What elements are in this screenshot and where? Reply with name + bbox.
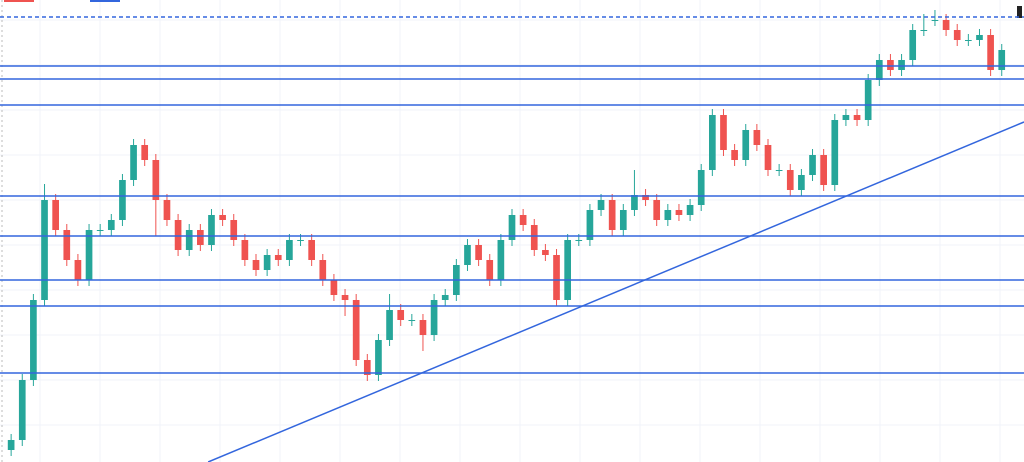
candle-body: [152, 160, 160, 200]
candle-body: [185, 230, 193, 250]
candle-body: [341, 295, 349, 300]
candle-body: [976, 35, 983, 40]
candle-body: [197, 230, 204, 245]
candle-body: [430, 300, 438, 335]
candle-body: [497, 240, 505, 280]
candle-body: [931, 20, 939, 21]
candle-body: [386, 310, 393, 340]
candle-body: [575, 240, 583, 241]
candle-body: [375, 340, 382, 375]
candle-body: [508, 215, 516, 240]
candle-body: [731, 150, 738, 160]
candle-body: [252, 260, 260, 270]
legend-chip: [90, 0, 120, 2]
candle-body: [920, 30, 928, 31]
candle-body: [530, 225, 538, 250]
candle-body: [397, 310, 405, 320]
candle-body: [864, 80, 872, 120]
candle-body: [319, 260, 327, 280]
candle-body: [753, 130, 761, 145]
candle-body: [965, 40, 972, 41]
candle-body: [486, 260, 494, 280]
candle-body: [419, 320, 427, 335]
candle-body: [942, 20, 950, 30]
candle-body: [697, 170, 705, 205]
candle-body: [363, 360, 371, 375]
candle-body: [63, 230, 71, 260]
candle-body: [130, 145, 137, 180]
candle-body: [163, 200, 171, 220]
candle-body: [553, 255, 560, 300]
candle-body: [7, 440, 15, 450]
candle-body: [898, 60, 905, 70]
candle-body: [597, 200, 605, 210]
candle-body: [653, 200, 661, 220]
candle-body: [85, 230, 93, 280]
candle-body: [208, 215, 215, 245]
candle-body: [887, 60, 894, 70]
candle-body: [119, 180, 126, 220]
candle-body: [52, 200, 59, 230]
candle-body: [330, 280, 338, 295]
candle-body: [608, 200, 616, 230]
candle-body: [809, 155, 816, 175]
candle-body: [775, 170, 783, 171]
candle-body: [709, 115, 716, 170]
candle-body: [686, 205, 694, 215]
candle-body: [586, 210, 594, 240]
candle-body: [475, 245, 482, 260]
candle-body: [875, 60, 883, 80]
candle-body: [408, 320, 416, 321]
candle-body: [642, 195, 649, 200]
candle-body: [308, 240, 315, 260]
candle-body: [831, 120, 839, 185]
candle-body: [107, 220, 115, 230]
candle-body: [786, 170, 794, 190]
candle-body: [542, 250, 549, 255]
candle-body: [564, 240, 571, 300]
candle-body: [619, 210, 627, 230]
candle-body: [820, 155, 827, 185]
candle-body: [742, 130, 750, 160]
candle-body: [987, 35, 994, 70]
candle-body: [30, 300, 37, 380]
candle-body: [664, 210, 672, 220]
candle-body: [953, 30, 961, 40]
candle-body: [631, 195, 638, 210]
candle-body: [297, 240, 304, 241]
candle-body: [219, 215, 226, 220]
candle-body: [842, 115, 850, 120]
candle-body: [720, 115, 727, 150]
candle-body: [230, 220, 238, 240]
trend-line: [207, 121, 1024, 462]
candle-body: [263, 255, 271, 270]
candle-body: [141, 145, 149, 160]
candle-body: [18, 380, 26, 440]
candle-body: [853, 115, 861, 120]
candle-body: [909, 30, 917, 60]
candle-body: [519, 215, 527, 225]
candle-body: [96, 230, 104, 231]
candle-body: [274, 255, 282, 260]
candle-body: [286, 240, 293, 260]
candle-body: [241, 240, 249, 260]
price-marker: [1017, 6, 1022, 18]
candle-body: [174, 220, 182, 250]
candle-body: [41, 200, 48, 300]
candle-body: [74, 260, 82, 280]
candle-body: [798, 175, 805, 190]
candle-body: [441, 295, 449, 300]
candle-body: [675, 210, 683, 215]
candle-body: [998, 50, 1006, 70]
candle-body: [352, 300, 360, 360]
legend-chip: [4, 0, 34, 2]
candle-body: [464, 245, 471, 265]
candle-body: [764, 145, 772, 170]
